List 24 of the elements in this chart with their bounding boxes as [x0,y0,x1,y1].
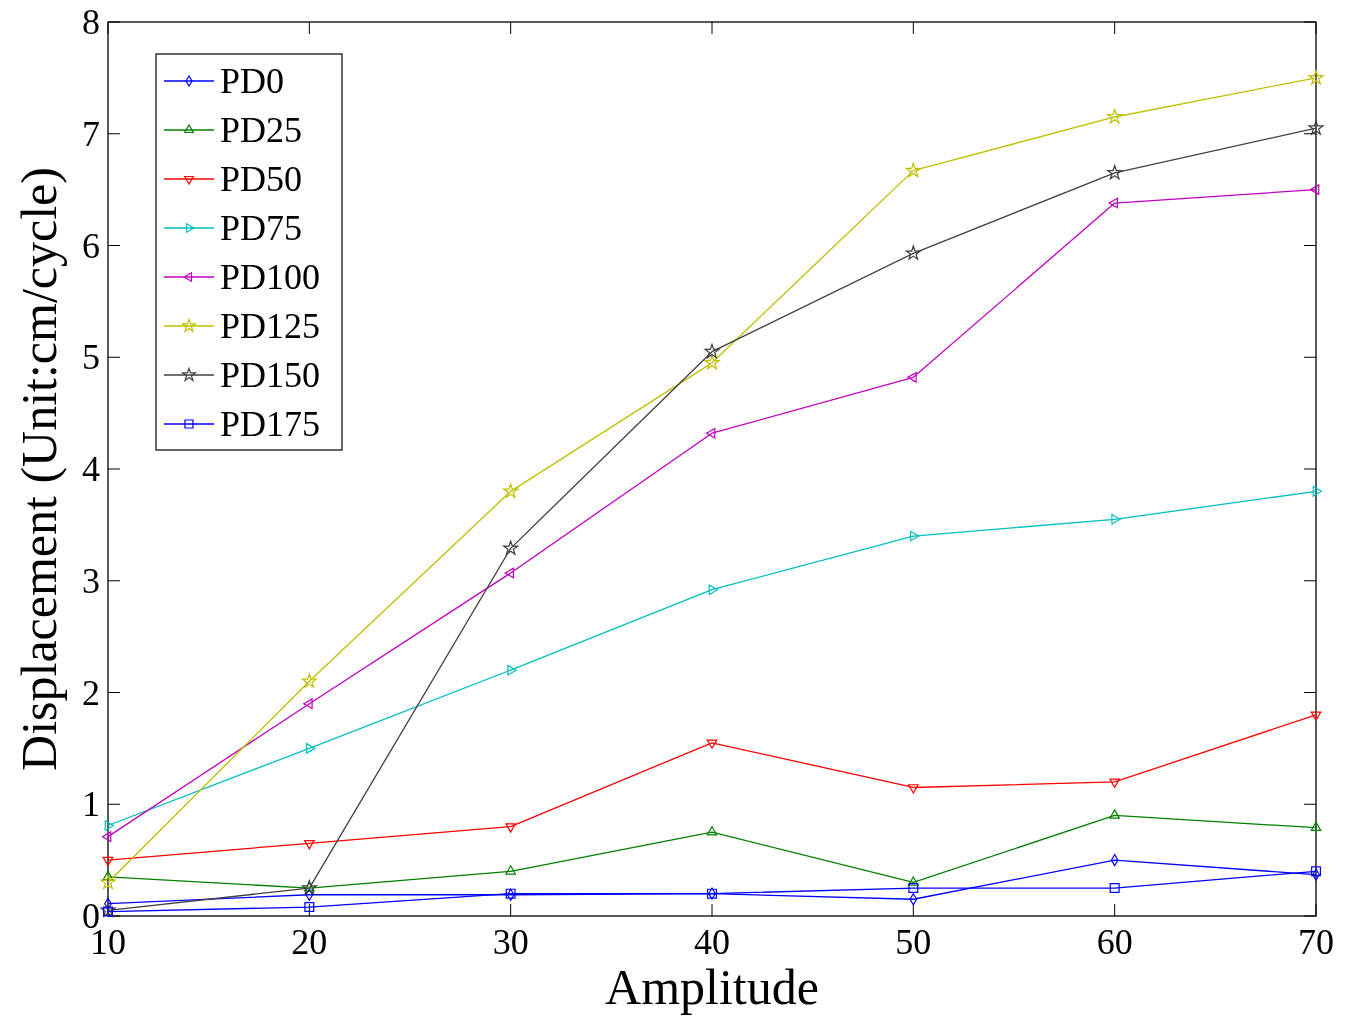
y-tick-label: 6 [82,225,100,266]
legend-label: PD125 [220,306,321,346]
y-axis-title: Displacement (Unit:cm/cycle) [11,167,67,771]
legend-label: PD100 [220,257,321,297]
legend-label: PD175 [220,404,321,444]
y-tick-label: 1 [82,784,100,825]
y-tick-label: 7 [82,113,100,154]
y-tick-label: 3 [82,560,100,601]
x-tick-label: 50 [895,922,932,962]
x-tick-label: 60 [1096,922,1133,962]
legend-label: PD75 [220,208,303,248]
x-tick-label: 20 [291,922,328,962]
legend-label: PD150 [220,355,321,395]
y-tick-label: 8 [82,2,100,42]
x-tick-label: 30 [492,922,529,962]
legend-label: PD0 [220,61,285,101]
y-tick-label: 2 [82,672,100,713]
legend-label: PD25 [220,110,303,150]
x-tick-label: 70 [1298,922,1334,962]
x-axis-title: Amplitude [605,959,819,1015]
x-tick-label: 40 [694,922,730,962]
y-tick-label: 5 [82,337,100,378]
legend-label: PD50 [220,159,303,199]
y-tick-label: 4 [82,449,100,489]
